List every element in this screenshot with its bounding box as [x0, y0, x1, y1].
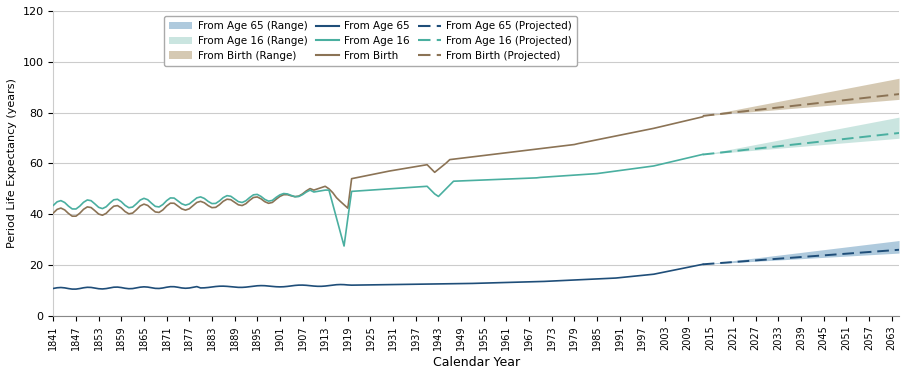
X-axis label: Calendar Year: Calendar Year: [433, 356, 520, 369]
Y-axis label: Period Life Expectancy (years): Period Life Expectancy (years): [7, 79, 17, 249]
Legend: From Age 65 (Range), From Age 16 (Range), From Birth (Range), From Age 65, From : From Age 65 (Range), From Age 16 (Range)…: [164, 16, 577, 66]
